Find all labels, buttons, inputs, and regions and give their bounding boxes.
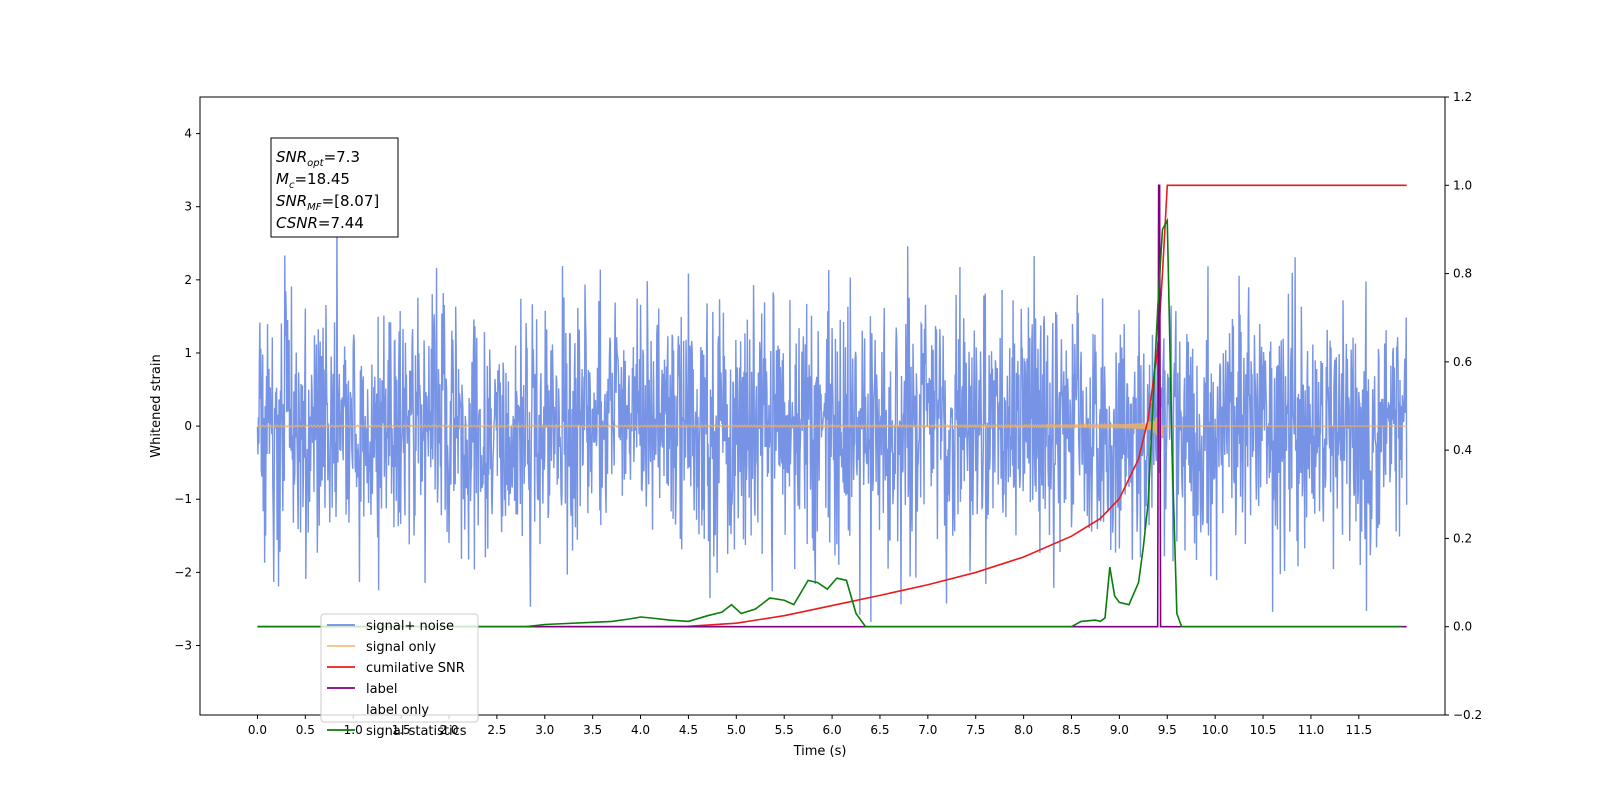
y-right-tick-label: 1.2 [1453, 90, 1472, 104]
y-left-tick-label: 0 [184, 419, 192, 433]
x-tick-label: 4.0 [631, 723, 650, 737]
series-signal-only [257, 407, 1407, 445]
x-axis-label: Time (s) [793, 744, 847, 759]
info-line: CSNR=7.44 [276, 214, 364, 232]
info-line: Mc=18.45 [276, 170, 350, 191]
series-signal-noise [256, 212, 1408, 622]
y-left-tick-label: −1 [174, 492, 192, 506]
y-left-tick-label: 3 [184, 200, 192, 214]
x-tick-label: 9.0 [1110, 723, 1129, 737]
x-tick-label: 3.5 [583, 723, 602, 737]
x-tick-label: 7.0 [918, 723, 937, 737]
y-left-tick-label: −3 [174, 639, 192, 653]
x-tick-label: 5.5 [775, 723, 794, 737]
legend: signal+ noise signal only cumilative SNR la… [320, 613, 479, 739]
legend-frame [320, 613, 479, 723]
signal-noise-line [256, 212, 1408, 622]
plot-frame [199, 96, 1446, 716]
x-tick-label: 8.0 [1014, 723, 1033, 737]
info-line: SNRopt=7.3 [276, 148, 360, 169]
signal-statistics-line [257, 217, 1402, 628]
signal-only-line [257, 407, 1407, 445]
y-right-tick-label: −0.2 [1453, 708, 1482, 722]
x-tick-label: 6.0 [823, 723, 842, 737]
legend-label: label [366, 682, 397, 697]
x-tick-label: 6.5 [870, 723, 889, 737]
x-tick-label: 11.5 [1345, 723, 1372, 737]
x-tick-label: 8.5 [1062, 723, 1081, 737]
x-tick-label: 2.0 [439, 723, 458, 737]
x-tick-label: 3.0 [535, 723, 554, 737]
series-signal-statistics [257, 217, 1402, 628]
x-tick-label: 10.0 [1202, 723, 1229, 737]
legend-label: signal statistics [366, 724, 467, 739]
y-left-tick-label: 1 [184, 346, 192, 360]
x-tick-label: 11.0 [1298, 723, 1325, 737]
legend-entries: signal+ noise signal only cumilative SNR la… [327, 619, 467, 739]
legend-label: cumilative SNR [366, 661, 465, 676]
y-right-tick-label: 0.8 [1453, 267, 1472, 281]
y-right-tick-label: 0.2 [1453, 531, 1472, 545]
y-left-tick-label: 4 [184, 127, 192, 141]
y-right-tick-label: 0.4 [1453, 443, 1472, 457]
x-tick-label: 1.5 [392, 723, 411, 737]
x-tick-label: 0.0 [248, 723, 267, 737]
y-right-tick-label: 1.0 [1453, 178, 1472, 192]
info-line: SNRMF=[8.07] [276, 192, 379, 213]
x-tick-label: 2.5 [487, 723, 506, 737]
legend-label: signal only [366, 640, 436, 655]
y-axis-left-ticks: 4 3 2 1 0 −1 −2 −3 [174, 127, 200, 653]
y-left-tick-label: 2 [184, 273, 192, 287]
x-axis-ticks: 0.0 0.5 1.0 1.5 2.0 2.5 3.0 3.5 4.0 4.5 5.0 5.5 6.0 6… [248, 715, 1372, 737]
y-axis-label: Whitened strain [149, 354, 164, 457]
info-box-frame [270, 137, 399, 238]
x-tick-label: 4.5 [679, 723, 698, 737]
x-tick-label: 10.5 [1250, 723, 1277, 737]
x-tick-label: 9.5 [1158, 723, 1177, 737]
x-tick-label: 0.5 [296, 723, 315, 737]
y-right-tick-label: 0.0 [1453, 620, 1472, 634]
x-tick-label: 7.5 [966, 723, 985, 737]
y-axis-right-ticks: 1.2 1.0 0.8 0.6 0.4 0.2 0.0 −0.2 [1445, 90, 1482, 722]
legend-label: signal+ noise [366, 619, 454, 634]
y-left-tick-label: −2 [174, 565, 192, 579]
y-right-tick-label: 0.6 [1453, 355, 1472, 369]
x-tick-label: 5.0 [727, 723, 746, 737]
legend-label: label only [366, 703, 429, 718]
